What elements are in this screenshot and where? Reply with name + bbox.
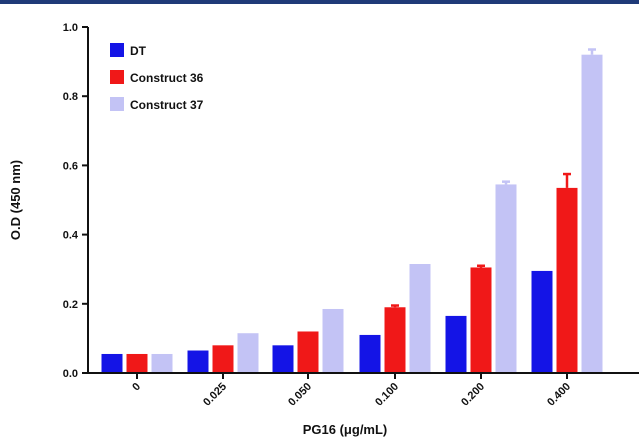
bars-group [101,48,603,374]
bar-dt-0.400 [531,270,553,373]
x-tick-label: 0.050 [286,381,314,409]
y-tick-label: 0.0 [63,368,78,380]
legend-swatch [110,43,124,57]
bar-construct-37-0.200 [495,184,517,373]
bar-dt-0 [101,353,123,373]
y-tick-label: 1.0 [63,22,78,34]
bar-dt-0.200 [445,315,467,373]
bar-construct-37-0.050 [322,308,344,373]
legend-swatch [110,70,124,84]
legend: DT Construct 36 Construct 37 [110,43,204,112]
bar-construct-37-0.400 [581,54,603,374]
bar-dt-0.100 [359,334,381,373]
x-tick-label: 0.200 [459,381,487,409]
legend-swatch [110,97,124,111]
bar-construct-37-0.025 [237,333,259,373]
bar-construct-36-0 [126,353,148,373]
x-tick-label: 0.100 [373,381,401,409]
axes-group [87,27,639,374]
x-tick-label: 0 [130,381,143,394]
x-ticks: 0 0.025 0.050 0.100 0.200 0.400 [130,373,573,409]
legend-label: DT [130,44,147,58]
bar-construct-36-0.200 [470,267,492,373]
bar-dt-0.025 [187,350,209,373]
bar-construct-37-0 [151,353,173,373]
y-tick-label: 0.8 [63,91,78,103]
legend-label: Construct 37 [130,98,204,112]
bar-construct-36-0.025 [212,345,234,373]
y-tick-label: 0.6 [63,160,78,172]
y-tick-label: 0.2 [63,299,78,311]
bar-construct-37-0.100 [409,264,431,373]
x-tick-label: 0.400 [545,381,573,409]
y-ticks: 0.0 0.2 0.4 0.6 0.8 1.0 [63,22,88,380]
bar-construct-36-0.050 [297,331,319,373]
bar-construct-36-0.100 [384,307,406,373]
bar-dt-0.050 [272,345,294,373]
top-rule [0,0,639,4]
x-tick-label: 0.025 [201,381,229,409]
y-axis-label: O.D (450 nm) [8,160,23,240]
y-tick-label: 0.4 [63,230,79,242]
bar-construct-36-0.400 [556,187,578,373]
x-axis-label: PG16 (μg/mL) [303,422,388,437]
legend-label: Construct 36 [130,71,204,85]
